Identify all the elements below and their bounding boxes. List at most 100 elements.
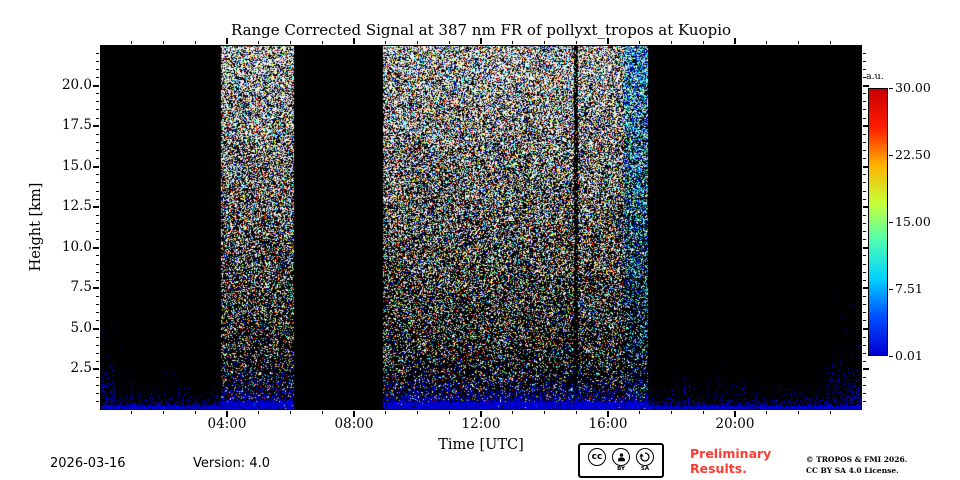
y-tick-mark — [93, 206, 99, 209]
y-tick-mark — [96, 271, 99, 273]
x-tick-mark — [512, 411, 514, 414]
y-tick-mark — [96, 109, 99, 111]
x-tick-mark — [575, 41, 577, 44]
y-tick-mark — [863, 84, 869, 87]
y-tick-mark — [863, 401, 866, 403]
x-tick-mark — [163, 411, 164, 414]
y-tick-label: 17.5 — [61, 117, 92, 134]
x-tick-label: 08:00 — [334, 416, 374, 432]
y-tick-mark — [863, 133, 866, 135]
colorbar-tick-label: 30.00 — [895, 80, 931, 95]
cc-license-badge: cc BY SA — [578, 443, 664, 479]
cc-sa-arrow-icon — [636, 448, 654, 466]
y-tick-mark — [863, 377, 866, 379]
y-tick-mark — [96, 60, 99, 62]
y-tick-mark — [96, 174, 99, 176]
colorbar-tick-mark — [889, 355, 893, 357]
x-tick-mark — [353, 411, 355, 417]
y-tick-mark — [863, 76, 866, 78]
copyright-note: © TROPOS & FMI 2026. CC BY SA 4.0 Licens… — [806, 455, 907, 477]
x-tick-label: 04:00 — [207, 416, 247, 432]
y-tick-mark — [93, 368, 99, 371]
y-tick-mark — [863, 327, 869, 330]
y-tick-mark — [96, 255, 99, 257]
y-tick-mark — [96, 295, 99, 297]
y-tick-mark — [863, 360, 866, 362]
colorbar-tick-label: 22.50 — [895, 147, 931, 162]
y-tick-mark — [863, 312, 866, 314]
x-tick-mark — [194, 41, 196, 44]
colorbar-unit: a.u. — [866, 71, 884, 82]
colorbar — [868, 88, 888, 356]
x-tick-mark — [258, 411, 260, 414]
y-tick-mark — [96, 360, 99, 362]
y-tick-mark — [96, 68, 99, 70]
y-tick-mark — [863, 149, 866, 151]
y-tick-mark — [96, 312, 99, 314]
x-tick-label: 12:00 — [461, 416, 501, 432]
x-tick-mark — [734, 411, 736, 417]
y-tick-mark — [96, 101, 99, 103]
y-tick-mark — [93, 84, 99, 87]
y-tick-mark — [93, 287, 99, 290]
x-tick-mark — [321, 41, 323, 44]
x-tick-mark — [702, 411, 704, 414]
y-tick-label: 7.5 — [70, 279, 92, 296]
x-tick-mark — [131, 411, 133, 414]
y-tick-mark — [863, 174, 866, 176]
colorbar-tick-mark — [889, 154, 893, 156]
y-tick-label: 15.0 — [61, 157, 92, 174]
x-tick-label: 20:00 — [715, 416, 755, 432]
y-tick-mark — [863, 158, 866, 160]
y-tick-mark — [863, 263, 866, 265]
preliminary-line2: Results. — [690, 461, 747, 476]
y-tick-mark — [96, 198, 99, 200]
x-tick-mark — [385, 411, 387, 414]
y-tick-mark — [863, 60, 866, 62]
y-tick-mark — [863, 246, 869, 249]
y-tick-mark — [96, 222, 99, 224]
y-tick-mark — [96, 231, 99, 233]
x-tick-mark — [417, 411, 418, 414]
x-tick-mark — [798, 41, 799, 44]
chart-title: Range Corrected Signal at 387 nm FR of p… — [230, 21, 732, 39]
y-tick-mark — [863, 182, 866, 184]
y-axis-label: Height [km] — [28, 182, 44, 272]
x-tick-mark — [671, 411, 672, 414]
y-tick-mark — [96, 393, 99, 395]
y-tick-mark — [863, 93, 866, 95]
x-tick-mark — [353, 38, 355, 44]
x-tick-mark — [480, 411, 482, 417]
y-tick-mark — [96, 263, 99, 265]
x-tick-mark — [385, 41, 387, 44]
y-tick-mark — [863, 125, 869, 128]
x-tick-mark — [639, 411, 641, 414]
y-tick-mark — [863, 214, 866, 216]
copyright-line1: © TROPOS & FMI 2026. — [806, 455, 908, 464]
colorbar-tick-label: 0.01 — [895, 348, 923, 363]
cc-by-person-icon — [612, 448, 630, 466]
x-tick-mark — [290, 411, 291, 414]
y-tick-mark — [863, 239, 866, 241]
y-tick-mark — [96, 377, 99, 379]
y-tick-mark — [863, 295, 866, 297]
x-tick-mark — [131, 41, 133, 44]
y-tick-mark — [96, 279, 99, 281]
cc-icon: cc — [588, 448, 606, 466]
x-tick-mark — [163, 41, 164, 44]
x-tick-mark — [829, 411, 831, 414]
y-tick-mark — [863, 52, 866, 54]
y-tick-mark — [863, 141, 866, 143]
y-tick-mark — [863, 393, 866, 395]
x-tick-mark — [607, 411, 609, 417]
y-tick-mark — [863, 165, 869, 168]
copyright-line2: CC BY SA 4.0 License. — [806, 465, 899, 475]
colorbar-tick-label: 7.51 — [895, 281, 923, 296]
y-tick-mark — [96, 336, 99, 338]
x-tick-mark — [194, 411, 196, 414]
x-axis-label: Time [UTC] — [438, 437, 524, 453]
x-tick-mark — [544, 41, 545, 44]
y-tick-mark — [863, 385, 866, 387]
y-tick-mark — [863, 255, 866, 257]
